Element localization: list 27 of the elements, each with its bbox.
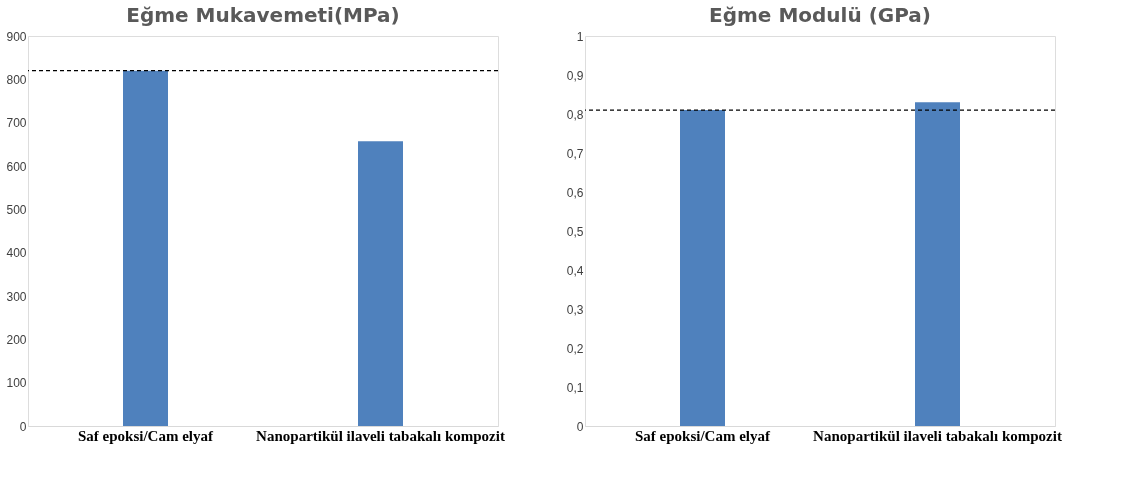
y-tick-label: 0 [576, 419, 584, 434]
y-tick-label: 600 [6, 159, 27, 174]
y-tick-label: 800 [6, 72, 27, 87]
y-tick-label: 200 [6, 332, 27, 347]
chart-title: Eğme Modulü (GPa) [709, 3, 931, 27]
y-tick-label: 0,6 [566, 185, 584, 200]
y-tick-label: 0,4 [566, 263, 584, 278]
y-tick-label: 300 [6, 289, 27, 304]
x-tick-label: Saf epoksi/Cam elyaf [78, 427, 214, 444]
y-tick-label: 700 [6, 116, 27, 131]
y-tick-label: 400 [6, 246, 27, 261]
x-tick-label: Saf epoksi/Cam elyaf [635, 427, 771, 444]
y-tick-label: 900 [6, 29, 27, 44]
y-tick-label: 1 [576, 29, 584, 44]
chart-title: Eğme Mukavemeti(MPa) [126, 3, 400, 27]
y-tick-label: 0,3 [566, 302, 584, 317]
x-tick-label: Nanopartikül ilaveli tabakalı kompozit [256, 427, 505, 444]
y-tick-label: 0,8 [566, 107, 584, 122]
y-tick-label: 0,2 [566, 341, 584, 356]
y-tick-label: 0,9 [566, 68, 584, 83]
y-tick-label: 0,1 [566, 380, 584, 395]
y-tick-label: 100 [6, 376, 27, 391]
y-tick-label: 0,5 [566, 224, 584, 239]
y-tick-label: 500 [6, 202, 27, 217]
x-tick-label: Nanopartikül ilaveli tabakalı kompozit [813, 427, 1062, 444]
y-tick-label: 0,7 [566, 146, 584, 161]
y-tick-label: 0 [19, 419, 27, 434]
